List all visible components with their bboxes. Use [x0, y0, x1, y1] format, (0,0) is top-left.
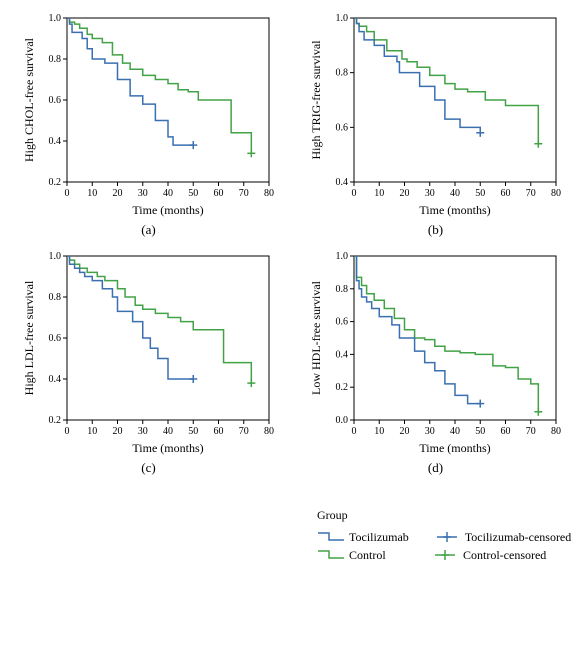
svg-text:0.6: 0.6 [48, 95, 61, 106]
legend-control-censored: Control-censored [431, 546, 546, 564]
panel-d: 0 10 20 30 40 50 60 70 80 0.0 0.2 0.4 0.6 0.8 1.0 Time … [306, 248, 566, 458]
svg-text:0.6: 0.6 [335, 317, 348, 328]
svg-text:0.4: 0.4 [335, 349, 348, 360]
svg-text:30: 30 [424, 188, 434, 199]
svg-text:Time (months): Time (months) [132, 441, 203, 455]
svg-text:0.4: 0.4 [335, 177, 348, 188]
svg-text:20: 20 [399, 188, 409, 199]
panel-d-wrap: 0 10 20 30 40 50 60 70 80 0.0 0.2 0.4 0.6 0.8 1.0 Time … [297, 248, 574, 476]
svg-text:0: 0 [351, 426, 356, 437]
svg-text:0.8: 0.8 [335, 68, 348, 79]
legend-label: Control [349, 546, 386, 564]
svg-text:High CHOL-free survival: High CHOL-free survival [22, 37, 36, 162]
svg-text:10: 10 [87, 188, 97, 199]
svg-text:60: 60 [500, 426, 510, 437]
svg-text:Time (months): Time (months) [132, 203, 203, 217]
svg-text:20: 20 [112, 426, 122, 437]
svg-text:70: 70 [525, 426, 535, 437]
plus-icon [433, 530, 461, 544]
svg-text:1.0: 1.0 [335, 251, 348, 262]
svg-text:0.0: 0.0 [335, 415, 348, 426]
svg-text:80: 80 [551, 426, 561, 437]
chart-grid: 0 10 20 30 40 50 60 70 80 0.2 0.4 0.6 0.8 1.0 Time (mo… [10, 10, 574, 564]
panel-d-label: (d) [428, 460, 443, 476]
legend-label: Tocilizumab [349, 528, 409, 546]
svg-text:Time (months): Time (months) [419, 441, 490, 455]
svg-text:0: 0 [64, 188, 69, 199]
svg-text:1.0: 1.0 [48, 13, 61, 24]
panel-c: 0 10 20 30 40 50 60 70 80 0.2 0.4 0.6 0.8 1.0 Time (mo… [19, 248, 279, 458]
panel-a-wrap: 0 10 20 30 40 50 60 70 80 0.2 0.4 0.6 0.8 1.0 Time (mo… [10, 10, 287, 238]
svg-text:40: 40 [450, 188, 460, 199]
svg-text:10: 10 [374, 426, 384, 437]
svg-text:0.2: 0.2 [48, 415, 61, 426]
svg-text:High LDL-free survival: High LDL-free survival [22, 280, 36, 395]
svg-text:Time (months): Time (months) [419, 203, 490, 217]
legend-tocilizumab: Tocilizumab [317, 528, 409, 546]
svg-text:0.4: 0.4 [48, 136, 61, 147]
panel-b-label: (b) [428, 222, 443, 238]
svg-text:40: 40 [163, 188, 173, 199]
svg-text:40: 40 [450, 426, 460, 437]
svg-text:30: 30 [137, 426, 147, 437]
svg-text:0.8: 0.8 [48, 292, 61, 303]
legend-label: Tocilizumab-censored [465, 528, 571, 546]
svg-text:20: 20 [112, 188, 122, 199]
panel-b: 0 10 20 30 40 50 60 70 80 0.4 0.6 0.8 1.0 Time (month… [306, 10, 566, 220]
legend-title: Group [317, 506, 574, 524]
svg-text:1.0: 1.0 [48, 251, 61, 262]
step-icon [317, 530, 345, 544]
legend-tocilizumab-censored: Tocilizumab-censored [433, 528, 571, 546]
panel-b-wrap: 0 10 20 30 40 50 60 70 80 0.4 0.6 0.8 1.0 Time (month… [297, 10, 574, 238]
svg-text:0.6: 0.6 [335, 122, 348, 133]
svg-text:50: 50 [188, 188, 198, 199]
svg-text:30: 30 [137, 188, 147, 199]
svg-text:50: 50 [475, 188, 485, 199]
panel-c-wrap: 0 10 20 30 40 50 60 70 80 0.2 0.4 0.6 0.8 1.0 Time (mo… [10, 248, 287, 476]
panel-a-label: (a) [141, 222, 155, 238]
plus-icon [431, 548, 459, 562]
svg-text:High TRIG-free survival: High TRIG-free survival [309, 40, 323, 160]
svg-text:70: 70 [238, 426, 248, 437]
svg-text:30: 30 [424, 426, 434, 437]
svg-text:0.2: 0.2 [48, 177, 61, 188]
svg-text:0.8: 0.8 [335, 284, 348, 295]
panel-a: 0 10 20 30 40 50 60 70 80 0.2 0.4 0.6 0.8 1.0 Time (mo… [19, 10, 279, 220]
svg-text:0: 0 [351, 188, 356, 199]
svg-text:50: 50 [475, 426, 485, 437]
svg-text:0.6: 0.6 [48, 333, 61, 344]
svg-text:40: 40 [163, 426, 173, 437]
svg-text:80: 80 [551, 188, 561, 199]
svg-text:50: 50 [188, 426, 198, 437]
svg-text:0.8: 0.8 [48, 54, 61, 65]
svg-text:60: 60 [213, 426, 223, 437]
step-icon [317, 548, 345, 562]
legend-label: Control-censored [463, 546, 546, 564]
panel-c-label: (c) [141, 460, 155, 476]
svg-text:Low HDL-free survival: Low HDL-free survival [309, 280, 323, 395]
svg-text:1.0: 1.0 [335, 13, 348, 24]
svg-text:80: 80 [264, 188, 274, 199]
svg-text:70: 70 [238, 188, 248, 199]
svg-text:70: 70 [525, 188, 535, 199]
legend: Group Tocilizumab Tocilizumab-censored C… [297, 486, 574, 564]
svg-text:60: 60 [500, 188, 510, 199]
svg-text:0.4: 0.4 [48, 374, 61, 385]
legend-control: Control [317, 546, 407, 564]
svg-text:60: 60 [213, 188, 223, 199]
svg-text:0.2: 0.2 [335, 382, 348, 393]
svg-text:80: 80 [264, 426, 274, 437]
svg-text:0: 0 [64, 426, 69, 437]
svg-text:10: 10 [374, 188, 384, 199]
svg-text:10: 10 [87, 426, 97, 437]
svg-text:20: 20 [399, 426, 409, 437]
